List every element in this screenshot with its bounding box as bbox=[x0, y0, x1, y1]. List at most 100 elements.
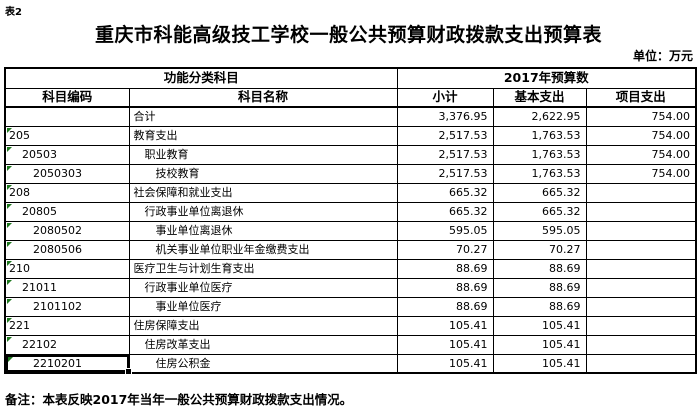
name-cell[interactable]: 事业单位医疗 bbox=[128, 296, 398, 317]
table-row: 20805 行政事业单位离退休 665.32 665.32 bbox=[4, 201, 697, 222]
basic-cell[interactable]: 70.27 bbox=[492, 239, 587, 260]
basic-cell[interactable]: 88.69 bbox=[492, 277, 587, 298]
name-cell[interactable]: 教育支出 bbox=[128, 125, 398, 146]
column-header-basic[interactable]: 基本支出 bbox=[492, 87, 587, 108]
code-cell[interactable]: 20503 bbox=[4, 144, 130, 165]
code-text: 2210201 bbox=[33, 356, 82, 370]
basic-cell[interactable]: 1,763.53 bbox=[492, 163, 587, 184]
table-row: 合计 3,376.95 2,622.95 754.00 bbox=[4, 106, 697, 127]
code-cell[interactable]: 22102 bbox=[4, 334, 130, 355]
column-header-subtotal[interactable]: 小计 bbox=[396, 87, 494, 108]
subtotal-cell[interactable]: 105.41 bbox=[396, 353, 494, 374]
error-flag-icon bbox=[7, 127, 12, 133]
basic-cell[interactable]: 105.41 bbox=[492, 315, 587, 336]
name-cell[interactable]: 住房改革支出 bbox=[128, 334, 398, 355]
project-cell[interactable] bbox=[585, 258, 697, 279]
code-cell[interactable]: 21011 bbox=[4, 277, 130, 298]
project-cell[interactable]: 754.00 bbox=[585, 106, 697, 127]
name-text: 医疗卫生与计划生育支出 bbox=[133, 262, 255, 275]
table-row: 208 社会保障和就业支出 665.32 665.32 bbox=[4, 182, 697, 203]
subtotal-cell[interactable]: 70.27 bbox=[396, 239, 494, 260]
code-cell[interactable]: 221 bbox=[4, 315, 130, 336]
basic-cell[interactable]: 88.69 bbox=[492, 258, 587, 279]
code-cell[interactable]: 2050303 bbox=[4, 163, 130, 184]
project-cell[interactable] bbox=[585, 220, 697, 241]
project-cell[interactable] bbox=[585, 353, 697, 374]
name-cell[interactable]: 合计 bbox=[128, 106, 398, 127]
basic-cell[interactable]: 1,763.53 bbox=[492, 125, 587, 146]
name-cell[interactable]: 住房公积金 bbox=[128, 353, 398, 374]
code-text: 205 bbox=[9, 129, 30, 142]
name-cell[interactable]: 行政事业单位离退休 bbox=[128, 201, 398, 222]
name-cell[interactable]: 住房保障支出 bbox=[128, 315, 398, 336]
name-cell[interactable]: 医疗卫生与计划生育支出 bbox=[128, 258, 398, 279]
code-cell[interactable]: 208 bbox=[4, 182, 130, 203]
name-text: 住房公积金 bbox=[155, 356, 211, 370]
basic-cell[interactable]: 105.41 bbox=[492, 334, 587, 355]
subtotal-cell[interactable]: 88.69 bbox=[396, 277, 494, 298]
project-cell[interactable] bbox=[585, 277, 697, 298]
header-functional-classification[interactable]: 功能分类科目 bbox=[4, 67, 398, 89]
table-row: 21011 行政事业单位医疗 88.69 88.69 bbox=[4, 277, 697, 298]
code-text: 208 bbox=[9, 186, 30, 199]
column-header-code[interactable]: 科目编码 bbox=[4, 87, 130, 108]
name-cell[interactable]: 社会保障和就业支出 bbox=[128, 182, 398, 203]
basic-cell[interactable]: 595.05 bbox=[492, 220, 587, 241]
project-cell[interactable] bbox=[585, 315, 697, 336]
header-budget-2017[interactable]: 2017年预算数 bbox=[396, 67, 697, 89]
header-group-row: 功能分类科目 2017年预算数 bbox=[4, 67, 697, 89]
page-title: 重庆市科能高级技工学校一般公共预算财政拨款支出预算表 bbox=[94, 24, 602, 46]
error-flag-icon bbox=[7, 184, 12, 190]
name-text: 事业单位离退休 bbox=[155, 224, 233, 237]
code-cell[interactable]: 205 bbox=[4, 125, 130, 146]
project-cell[interactable]: 754.00 bbox=[585, 125, 697, 146]
column-header-name[interactable]: 科目名称 bbox=[128, 87, 398, 108]
project-cell[interactable] bbox=[585, 182, 697, 203]
name-text: 机关事业单位职业年金缴费支出 bbox=[155, 243, 310, 256]
subtotal-cell[interactable]: 665.32 bbox=[396, 201, 494, 222]
code-cell[interactable]: 2080502 bbox=[4, 220, 130, 241]
fill-handle[interactable] bbox=[124, 368, 132, 375]
subtotal-cell[interactable]: 3,376.95 bbox=[396, 106, 494, 127]
basic-cell[interactable]: 665.32 bbox=[492, 201, 587, 222]
basic-cell[interactable]: 105.41 bbox=[492, 353, 587, 374]
project-cell[interactable] bbox=[585, 201, 697, 222]
name-text: 职业教育 bbox=[144, 148, 189, 161]
name-cell[interactable]: 职业教育 bbox=[128, 144, 398, 165]
subtotal-cell[interactable]: 88.69 bbox=[396, 258, 494, 279]
name-cell[interactable]: 机关事业单位职业年金缴费支出 bbox=[128, 239, 398, 260]
table-row: 2210201 住房公积金 105.41 105.41 bbox=[4, 353, 697, 375]
code-cell[interactable]: 20805 bbox=[4, 201, 130, 222]
column-header-project[interactable]: 项目支出 bbox=[585, 87, 697, 108]
subtotal-cell[interactable]: 88.69 bbox=[396, 296, 494, 317]
name-cell[interactable]: 行政事业单位医疗 bbox=[128, 277, 398, 298]
subtotal-cell[interactable]: 2,517.53 bbox=[396, 163, 494, 184]
subtotal-cell[interactable]: 2,517.53 bbox=[396, 125, 494, 146]
code-cell[interactable]: 2080506 bbox=[4, 239, 130, 260]
basic-cell[interactable]: 1,763.53 bbox=[492, 144, 587, 165]
code-cell[interactable]: 2210201 bbox=[4, 353, 132, 375]
code-cell[interactable]: 210 bbox=[4, 258, 130, 279]
error-flag-icon bbox=[8, 356, 13, 362]
project-cell[interactable] bbox=[585, 239, 697, 260]
subtotal-cell[interactable]: 105.41 bbox=[396, 315, 494, 336]
basic-cell[interactable]: 665.32 bbox=[492, 182, 587, 203]
error-flag-icon bbox=[7, 146, 12, 152]
table-row: 221 住房保障支出 105.41 105.41 bbox=[4, 315, 697, 336]
name-cell[interactable]: 事业单位离退休 bbox=[128, 220, 398, 241]
project-cell[interactable]: 754.00 bbox=[585, 144, 697, 165]
basic-cell[interactable]: 2,622.95 bbox=[492, 106, 587, 127]
subtotal-cell[interactable]: 595.05 bbox=[396, 220, 494, 241]
code-cell[interactable]: 2101102 bbox=[4, 296, 130, 317]
subtotal-cell[interactable]: 2,517.53 bbox=[396, 144, 494, 165]
table-row: 22102 住房改革支出 105.41 105.41 bbox=[4, 334, 697, 355]
project-cell[interactable] bbox=[585, 296, 697, 317]
basic-cell[interactable]: 88.69 bbox=[492, 296, 587, 317]
subtotal-cell[interactable]: 665.32 bbox=[396, 182, 494, 203]
project-cell[interactable]: 754.00 bbox=[585, 163, 697, 184]
subtotal-cell[interactable]: 105.41 bbox=[396, 334, 494, 355]
code-cell[interactable] bbox=[4, 106, 130, 127]
name-cell[interactable]: 技校教育 bbox=[128, 163, 398, 184]
table-row: 2101102 事业单位医疗 88.69 88.69 bbox=[4, 296, 697, 317]
project-cell[interactable] bbox=[585, 334, 697, 355]
